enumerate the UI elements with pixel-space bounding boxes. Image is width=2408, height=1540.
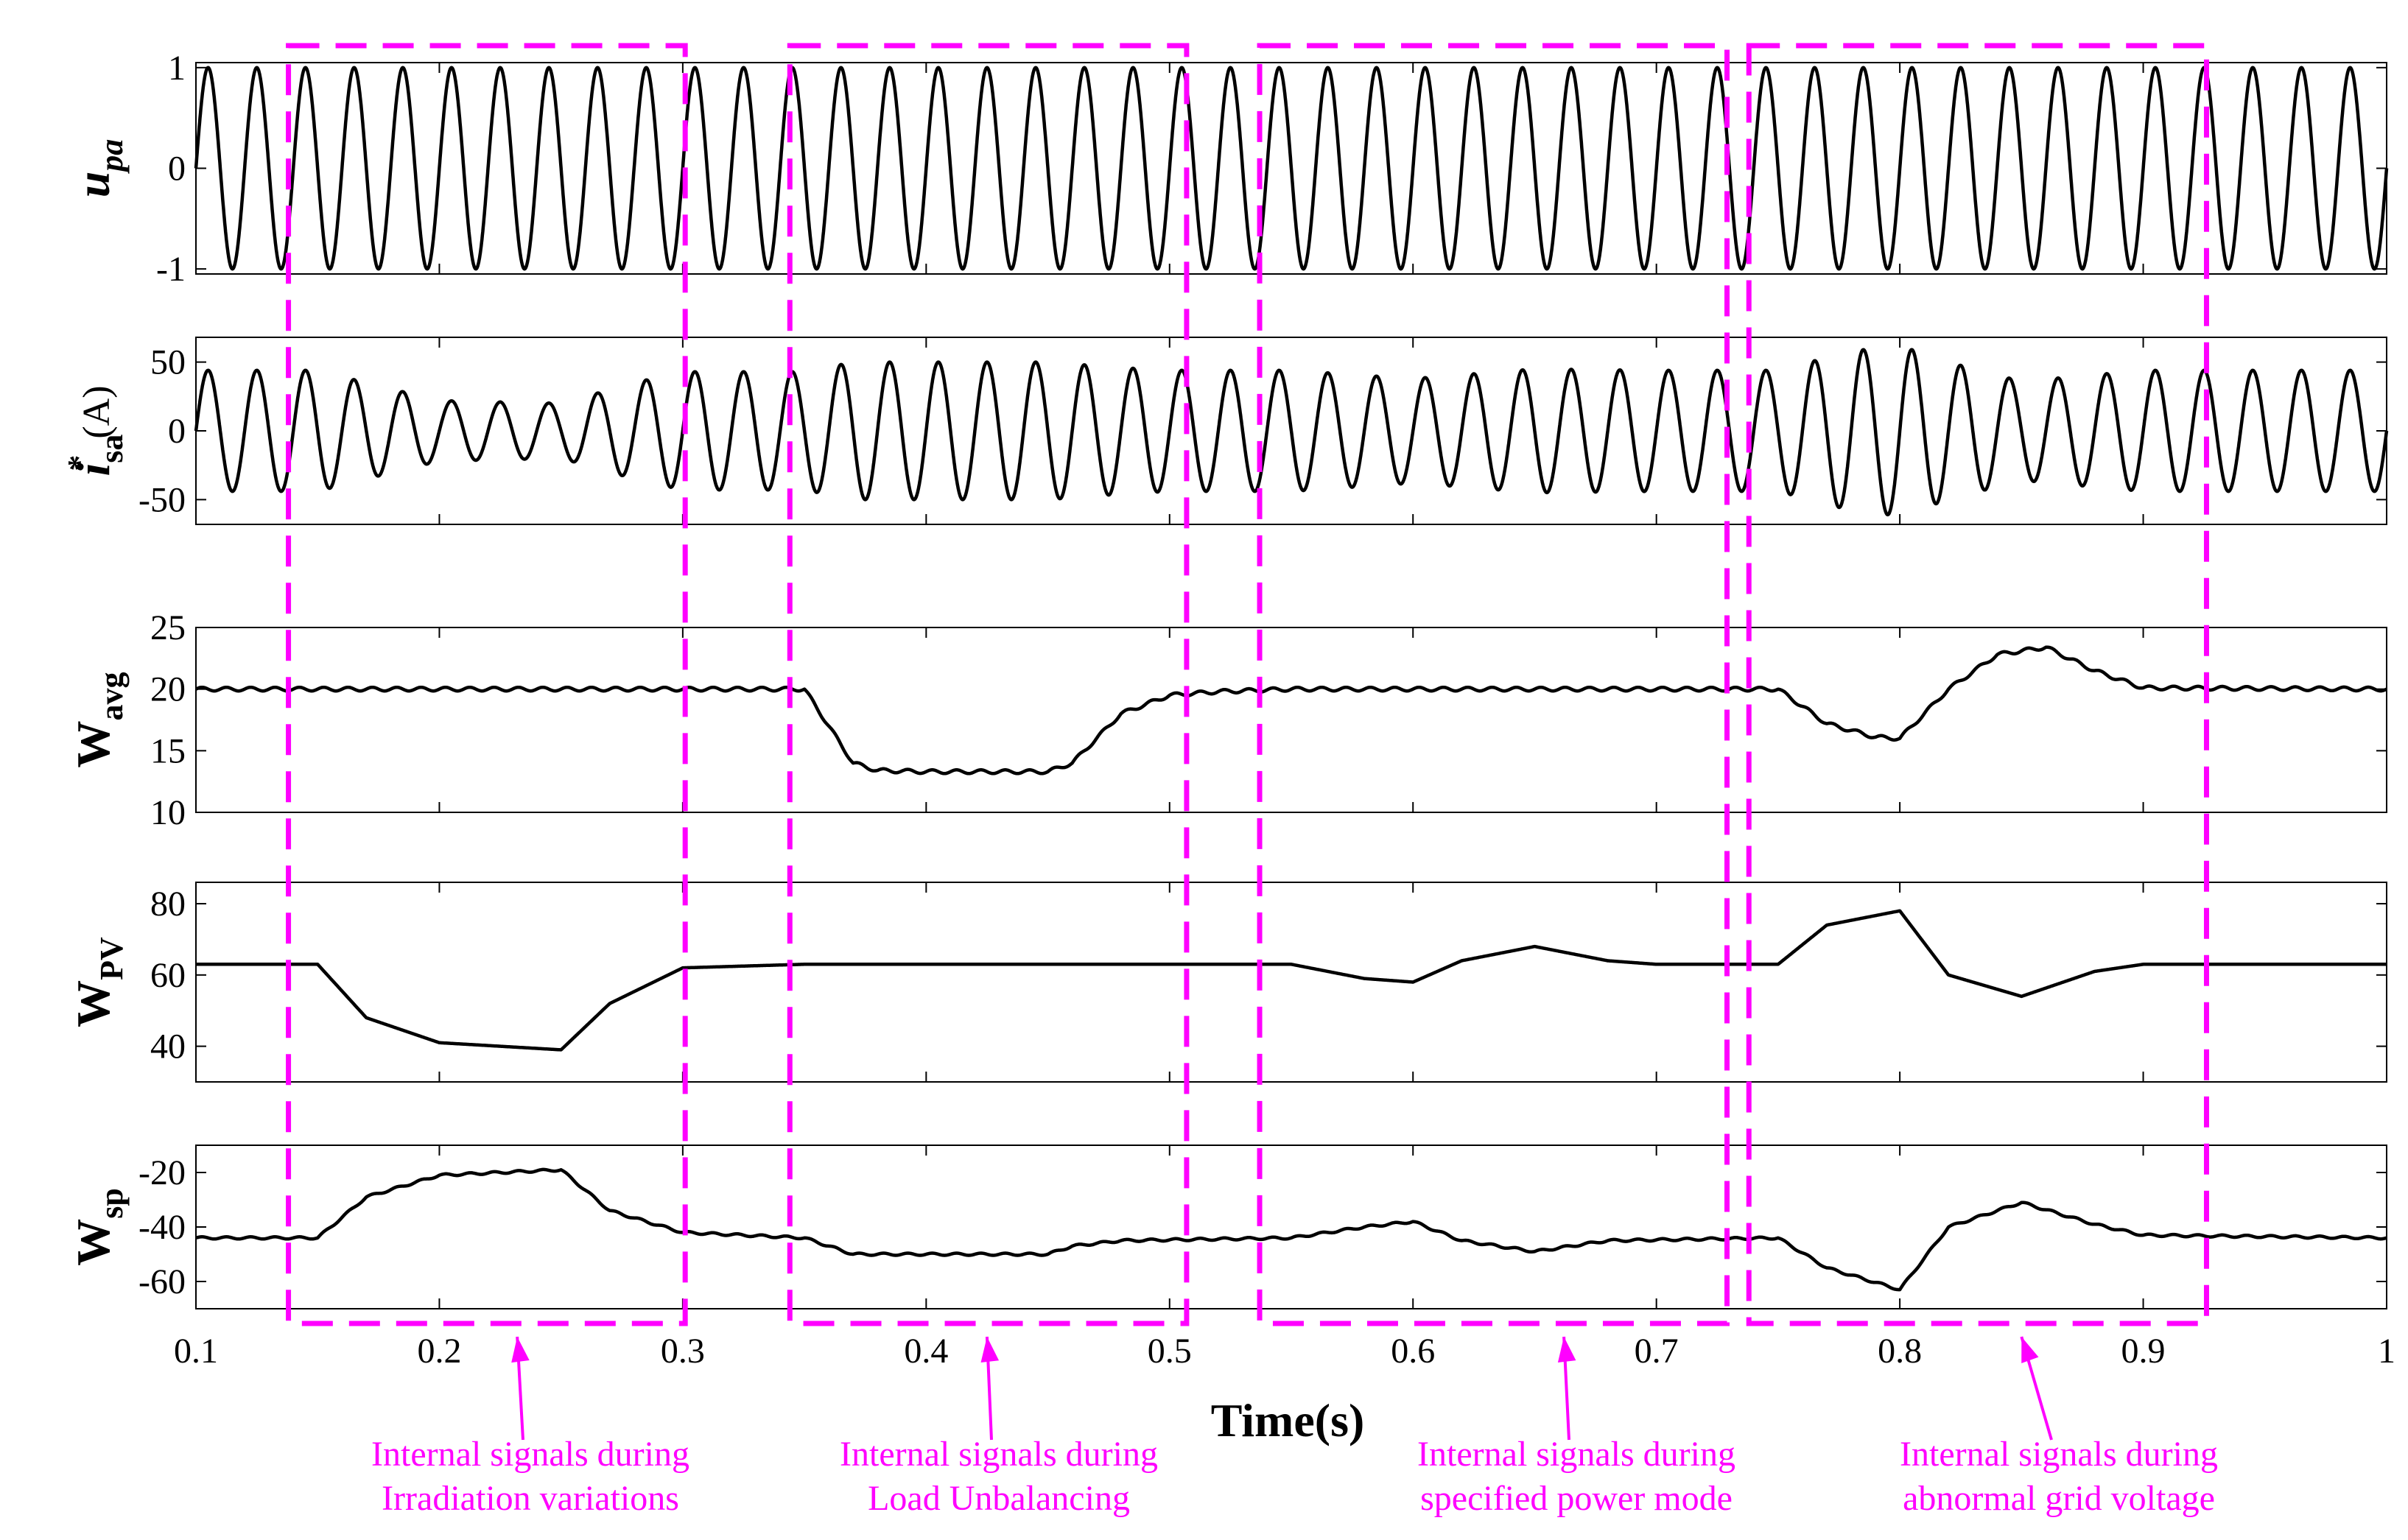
ytick-label: 60 [150,956,186,995]
xtick-label: 1 [2378,1332,2395,1371]
y-axis-label-sub: sp [94,1188,130,1219]
dashed-box [1257,43,1730,1326]
annotation-specified-power: Internal signals during specified power m… [1257,43,1735,1518]
y-axis-label-main: W [67,980,119,1027]
ytick-label: 0 [168,150,186,189]
xtick-label: 0.4 [904,1332,948,1371]
xtick-label: 0.6 [1391,1332,1435,1371]
y-axis-label-unit: (A) [76,385,118,438]
ytick-label: 50 [150,343,186,382]
xtick-label: 0.1 [174,1332,218,1371]
panel-wavg: 10 15 20 25 Wavg [67,608,2388,832]
ytick-label: 40 [150,1027,186,1066]
annotation-layer: Internal signals during Irradiation varia… [286,43,2218,1518]
xtick-label: 0.5 [1148,1332,1192,1371]
y-axis-label-sub: avg [94,672,130,721]
annotation-irradiation: Internal signals during Irradiation varia… [286,43,689,1518]
xtick-label: 0.8 [1878,1332,1922,1371]
ytick-label: -1 [156,250,186,289]
series-line-wpv [194,909,2388,1052]
panel-frame-wpv [195,882,2387,1083]
ytick-label: 80 [150,885,186,924]
y-axis-label-wpv: WPV [67,937,130,1027]
panel-isa: -50 0 50 isa* (A) [61,337,2389,525]
annotation-label: Internal signals during [1417,1435,1735,1474]
arrow-head [511,1337,530,1363]
annotation-abnormal-grid: Internal signals during abnormal grid vol… [1746,43,2218,1518]
annotation-label: Irradiation variations [382,1479,679,1518]
xtick-label: 0.9 [2121,1332,2166,1371]
ytick-label: 0 [168,412,186,451]
annotation-label: abnormal grid voltage [1903,1479,2215,1518]
y-axis-label-main: i [67,463,119,477]
ytick-label: 20 [150,670,186,709]
y-axis-label-sub: sa [94,435,130,463]
chart-panels: -101upa-50050isa*(A)10152025Wavg406080WP… [61,49,2389,1309]
ytick-label: -60 [138,1262,186,1301]
panel-frame-wavg [195,627,2387,813]
y-axis-label-wavg: Wavg [67,672,130,768]
y-axis-label-main: W [67,721,119,768]
panel-upa: -1 0 1 upa [67,49,2389,289]
annotation-label: specified power mode [1420,1479,1733,1518]
series-line-wavg [194,645,2388,776]
y-axis-label-main: u [67,172,119,198]
dashed-box [286,43,688,1326]
arrow-head [1557,1337,1576,1363]
ytick-label: 15 [150,731,186,770]
dashed-box [1746,43,2209,1326]
series-line-upa [194,66,2389,271]
ytick-label: 25 [150,608,186,647]
y-axis-label-sup: * [61,455,97,471]
x-axis: 0.1 0.2 0.3 0.4 0.5 0.6 0.7 0.8 0.9 1 [174,1332,2395,1371]
arrow-head [980,1337,1000,1363]
panel-wpv: 40 60 80 WPV [67,882,2388,1083]
y-axis-label-sub: pa [94,139,130,175]
dashed-box [787,43,1190,1326]
x-axis-label: Time(s) [1211,1394,1365,1446]
annotation-label: Load Unbalancing [868,1479,1130,1518]
annotation-label: Internal signals during [1900,1435,2218,1474]
xtick-label: 0.2 [417,1332,461,1371]
y-axis-label-main: W [67,1219,119,1266]
annotation-load-unbalancing: Internal signals during Load Unbalancing [787,43,1190,1518]
annotation-label: Internal signals during [840,1435,1158,1474]
ytick-label: 1 [168,49,186,88]
ytick-label: -40 [138,1208,186,1247]
y-axis-label-upa: upa [67,139,130,198]
arrow-head [2021,1337,2039,1363]
ytick-label: -50 [138,480,186,519]
ytick-label: -20 [138,1153,186,1192]
y-axis-label-wsp: Wsp [67,1188,130,1266]
y-axis-label-isa: isa* (A) [61,385,130,476]
series-line-wsp [194,1167,2388,1292]
y-axis-label-sub: PV [94,937,130,980]
annotation-label: Internal signals during [371,1435,689,1474]
xtick-label: 0.7 [1635,1332,1679,1371]
xtick-label: 0.3 [661,1332,705,1371]
ytick-label: 10 [150,793,186,832]
series-line-isa [194,348,2389,517]
